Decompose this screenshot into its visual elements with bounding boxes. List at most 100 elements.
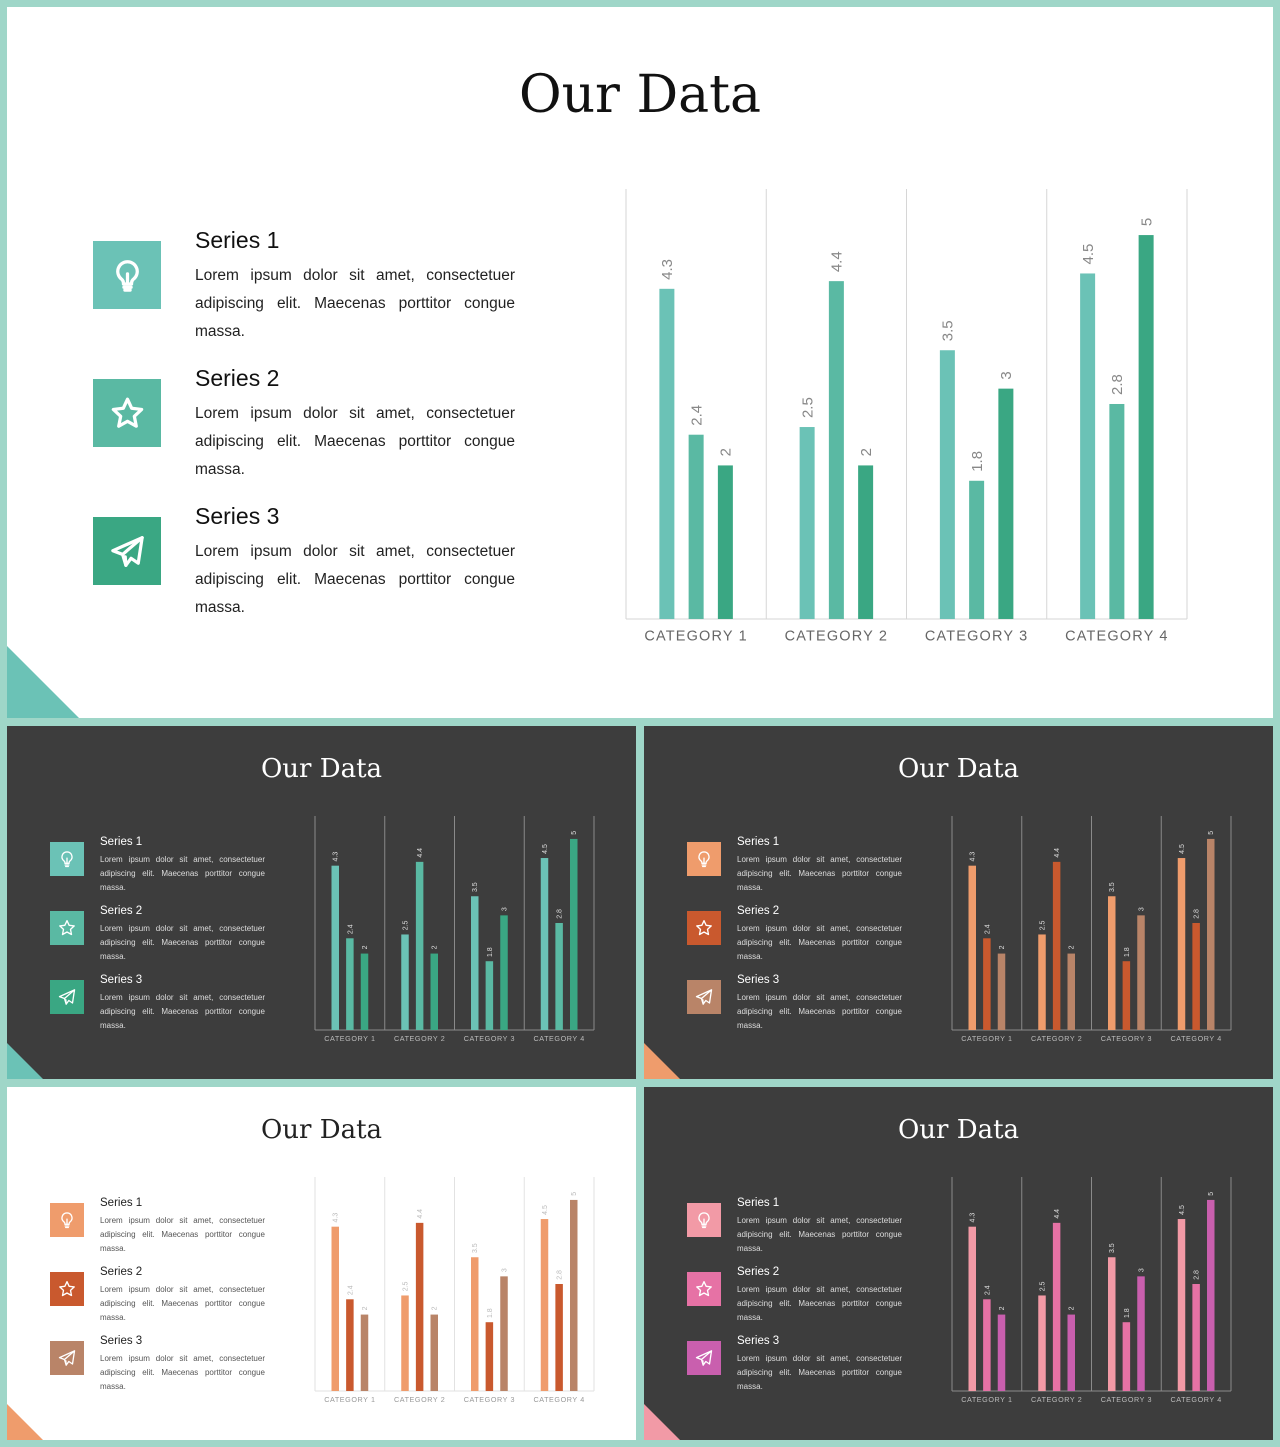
star-icon — [696, 1281, 712, 1297]
data-label: 3 — [998, 371, 1015, 379]
series-1-icon-box — [50, 1203, 84, 1237]
series-1-name: Series 1 — [100, 836, 143, 848]
category-tick-label: CATEGORY 4 — [1170, 1395, 1221, 1404]
data-label: 2.5 — [402, 920, 409, 930]
bar-3-1 — [997, 953, 1006, 1030]
slide-title: Our Data — [260, 754, 383, 784]
series-1-name: Series 1 — [195, 227, 280, 253]
series-3-icon-box — [50, 980, 84, 1014]
bar-1-2 — [1038, 934, 1046, 1030]
series-2-name: Series 2 — [100, 905, 143, 917]
series-3-icon-box — [687, 1341, 721, 1375]
bar-2-4 — [1192, 1283, 1200, 1391]
bar-1-1 — [659, 288, 675, 619]
category-tick-label: CATEGORY 2 — [1031, 1034, 1082, 1043]
data-label: 5 — [1138, 218, 1155, 226]
category-tick-label: CATEGORY 4 — [533, 1034, 584, 1043]
category-tick-label: CATEGORY 1 — [324, 1034, 375, 1043]
data-label: 2 — [999, 945, 1006, 949]
data-label: 2.5 — [1039, 920, 1046, 930]
data-label: 2 — [718, 448, 735, 456]
paper-plane-icon — [58, 989, 76, 1005]
bar-2-2 — [415, 1222, 424, 1391]
data-label: 2.8 — [1194, 1270, 1201, 1280]
paper-plane-icon — [695, 1350, 713, 1366]
category-tick-label: CATEGORY 3 — [464, 1034, 515, 1043]
bar-3-3 — [1137, 915, 1145, 1030]
bar-2-3 — [485, 1322, 494, 1391]
data-label: 4.4 — [1054, 1209, 1061, 1219]
corner-accent-triangle — [7, 1404, 43, 1440]
corner-accent-triangle — [644, 1043, 680, 1079]
bar-2-3 — [485, 961, 494, 1030]
data-label: 3 — [1138, 1268, 1145, 1272]
bar-3-2 — [858, 465, 874, 619]
bar-3-1 — [360, 953, 369, 1030]
star-icon — [111, 397, 143, 428]
series-3-name: Series 3 — [737, 974, 780, 986]
bar-2-1 — [346, 1299, 354, 1391]
data-label: 2 — [1069, 1306, 1076, 1310]
bar-1-2 — [401, 934, 409, 1030]
slide-light-orange: Our Data Series 1 Lorem ipsum dolor sit am… — [7, 1087, 636, 1440]
bar-3-4 — [1206, 838, 1215, 1030]
bar-1-3 — [1107, 896, 1116, 1030]
series-3-description: Lorem ipsum dolor sit amet, consectetuer… — [737, 992, 902, 1030]
series-3-name: Series 3 — [737, 1335, 780, 1347]
category-tick-label: CATEGORY 2 — [785, 629, 888, 645]
data-label: 3.5 — [472, 882, 479, 892]
category-tick-label: CATEGORY 2 — [394, 1395, 445, 1404]
bar-3-1 — [997, 1314, 1006, 1391]
data-label: 1.8 — [969, 451, 986, 472]
category-tick-label: CATEGORY 4 — [1065, 629, 1168, 645]
bar-3-3 — [998, 388, 1014, 619]
star-icon — [59, 1281, 75, 1297]
data-label: 5 — [571, 831, 578, 835]
series-1-icon-box — [687, 842, 721, 876]
series-2-icon-box — [50, 911, 84, 945]
data-label: 2.4 — [347, 1285, 354, 1295]
bar-3-1 — [717, 465, 733, 619]
data-label: 1.8 — [487, 1308, 494, 1318]
bar-3-1 — [360, 1314, 369, 1391]
data-label: 1.8 — [1124, 947, 1131, 957]
data-label: 3 — [501, 907, 508, 911]
category-tick-label: CATEGORY 4 — [533, 1395, 584, 1404]
bar-3-4 — [569, 838, 578, 1030]
bar-2-4 — [1192, 922, 1200, 1030]
series-1-description: Lorem ipsum dolor sit amet, consectetuer… — [195, 267, 515, 340]
series-3-name: Series 3 — [195, 503, 280, 529]
bar-chart: 4.3 2.4 2 CATEGORY 1 2.5 4.4 2 CATEGORY 2 3.5 1.8… — [951, 816, 1232, 1043]
bar-1-3 — [1107, 1257, 1116, 1391]
bar-3-2 — [430, 953, 439, 1030]
bar-2-2 — [828, 281, 844, 619]
slide-dark-pink: Our Data Series 1 Lorem ipsum dolor sit am… — [644, 1087, 1273, 1440]
series-1-description: Lorem ipsum dolor sit amet, consectetuer… — [100, 854, 265, 892]
bar-1-2 — [1038, 1295, 1046, 1391]
corner-accent-triangle — [644, 1404, 680, 1440]
data-label: 1.8 — [487, 947, 494, 957]
series-3-icon-box — [687, 980, 721, 1014]
bar-1-1 — [968, 865, 977, 1030]
series-3-description: Lorem ipsum dolor sit amet, consectetuer… — [195, 543, 515, 616]
bar-chart: 4.3 2.4 2 CATEGORY 1 2.5 4.4 2 CATEGORY 2 3.5 1.8… — [314, 816, 595, 1043]
category-tick-label: CATEGORY 3 — [464, 1395, 515, 1404]
series-1-name: Series 1 — [737, 836, 780, 848]
data-label: 2.8 — [1109, 374, 1126, 395]
category-tick-label: CATEGORY 1 — [961, 1034, 1012, 1043]
bar-1-3 — [470, 896, 479, 1030]
data-label: 2.4 — [347, 924, 354, 934]
data-label: 2 — [1069, 945, 1076, 949]
series-2-name: Series 2 — [737, 905, 780, 917]
series-3-description: Lorem ipsum dolor sit amet, consectetuer… — [100, 992, 265, 1030]
bar-3-2 — [1067, 953, 1076, 1030]
bar-2-3 — [1122, 1322, 1131, 1391]
bar-2-4 — [555, 1283, 563, 1391]
data-label: 3.5 — [1109, 882, 1116, 892]
data-label: 1.8 — [1124, 1308, 1131, 1318]
data-label: 2 — [362, 945, 369, 949]
bar-3-3 — [1137, 1276, 1145, 1391]
paper-plane-icon — [110, 535, 144, 567]
bar-chart: 4.3 2.4 2 CATEGORY 1 2.5 4.4 2 CATEGORY 2 3.5 1.8… — [314, 1177, 595, 1404]
category-tick-label: CATEGORY 1 — [324, 1395, 375, 1404]
